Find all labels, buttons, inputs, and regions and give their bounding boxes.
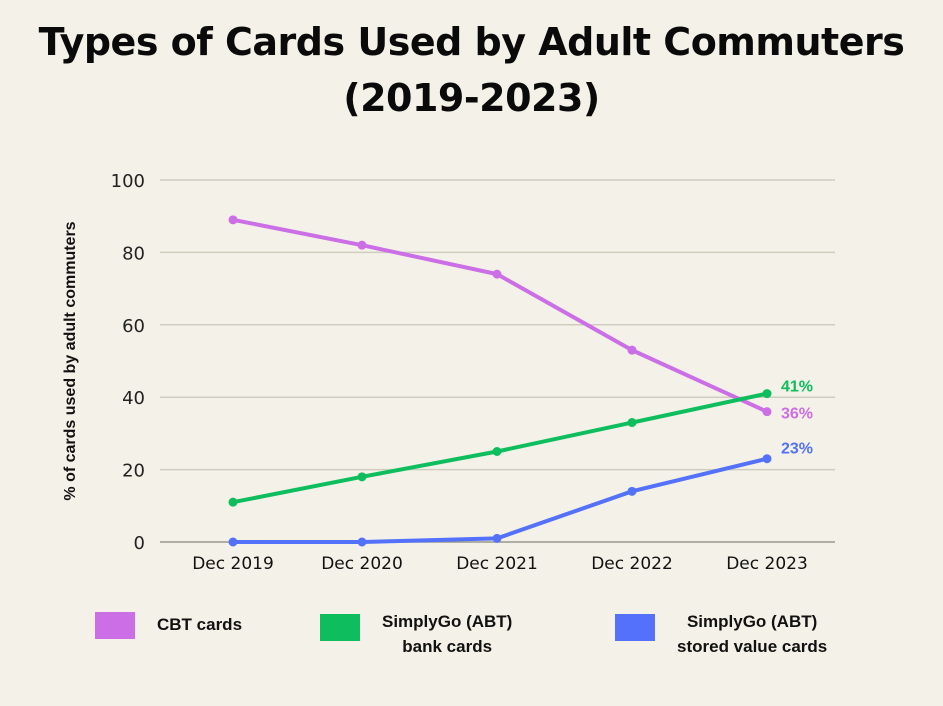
series-group: 36% 41% 23% (228, 215, 813, 547)
x-tick-label: Dec 2020 (321, 554, 403, 574)
x-tick-label: Dec 2023 (726, 554, 808, 574)
data-point (762, 454, 772, 464)
y-tick-label: 40 (122, 388, 145, 409)
legend-label-bank: SimplyGo (ABT) bank cards (382, 609, 512, 659)
legend-item-bank: SimplyGo (ABT) bank cards (320, 609, 512, 659)
y-axis-ticks: 0 20 40 60 80 100 (111, 171, 145, 554)
legend-label-stored: SimplyGo (ABT) stored value cards (677, 609, 827, 659)
series-2: 23% (228, 441, 813, 547)
chart-title: Types of Cards Used by Adult Commuters (… (0, 14, 943, 126)
legend-swatch-stored (615, 614, 655, 641)
series-line (231, 456, 769, 544)
data-point (357, 537, 367, 547)
legend-item-cbt: CBT cards (95, 612, 242, 639)
data-point (228, 215, 238, 225)
legend-label-line: CBT cards (157, 615, 243, 634)
end-value-label: 41% (781, 379, 813, 396)
y-axis-label: % of cards used by adult commuters (62, 221, 79, 500)
x-tick-label: Dec 2021 (456, 554, 538, 574)
data-point (357, 240, 367, 250)
data-point (762, 389, 772, 399)
legend-label-line: SimplyGo (ABT) (686, 612, 818, 631)
legend-label-line: SimplyGo (ABT) (382, 612, 513, 631)
legend-item-stored: SimplyGo (ABT) stored value cards (615, 609, 827, 659)
gridlines (160, 179, 835, 543)
end-value-label: 36% (781, 406, 813, 423)
data-point (492, 269, 502, 279)
x-axis-ticks: Dec 2019 Dec 2020 Dec 2021 Dec 2022 Dec 2023 (192, 554, 808, 574)
data-point (627, 418, 637, 428)
legend-label-line: bank cards (402, 637, 493, 656)
series-line (231, 217, 769, 414)
data-point (492, 533, 502, 543)
chart-title-line: Types of Cards Used by Adult Commuters (38, 20, 905, 64)
x-tick-label: Dec 2019 (192, 554, 274, 574)
x-tick-label: Dec 2022 (591, 554, 673, 574)
y-tick-label: 60 (122, 316, 145, 337)
data-point (228, 497, 238, 507)
data-point (762, 407, 772, 417)
data-point (492, 447, 502, 456)
chart-subtitle: (2019-2023) (343, 76, 600, 120)
series-0: 36% (228, 215, 813, 423)
y-tick-label: 100 (111, 171, 145, 192)
y-tick-label: 20 (122, 461, 145, 482)
y-tick-label: 80 (122, 243, 145, 264)
end-value-label: 23% (781, 441, 813, 458)
legend-swatch-cbt (95, 612, 135, 639)
data-point (627, 345, 637, 355)
series-1: 41% (228, 379, 813, 507)
data-point (627, 486, 637, 496)
legend-label-line: stored value cards (677, 637, 828, 656)
y-tick-label: 0 (134, 533, 145, 554)
data-point (357, 472, 367, 482)
series-line (231, 391, 769, 505)
legend-swatch-bank (320, 614, 360, 641)
legend-label-cbt: CBT cards (157, 612, 242, 637)
data-point (228, 537, 238, 547)
